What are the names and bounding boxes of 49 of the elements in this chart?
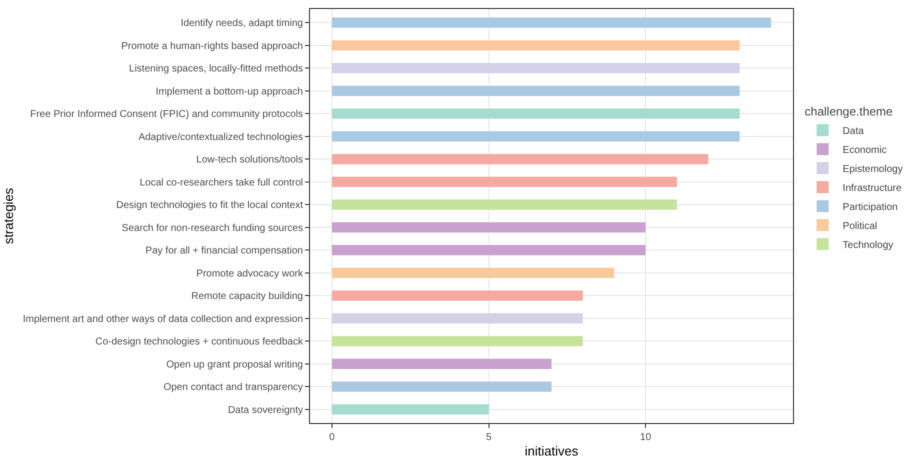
bar xyxy=(332,313,583,324)
y-tick-label: Local co-researchers take full control xyxy=(140,177,303,188)
y-axis-title: strategies xyxy=(0,187,16,244)
y-tick-label: Search for non-research funding sources xyxy=(122,222,303,234)
bar xyxy=(332,176,677,187)
y-tick-label: Promote advocacy work xyxy=(196,268,304,280)
x-tick-label: 10 xyxy=(640,432,652,443)
legend-label: Participation xyxy=(842,202,898,214)
bar xyxy=(332,222,646,232)
legend-label: Data xyxy=(842,126,864,138)
bar xyxy=(332,131,740,142)
y-tick-label: Design technologies to fit the local context xyxy=(116,200,304,212)
bar xyxy=(332,200,677,210)
bar xyxy=(332,404,489,414)
bar xyxy=(332,381,552,392)
y-tick-label: Open up grant proposal writing xyxy=(166,359,303,370)
y-tick-label: Remote capacity building xyxy=(191,291,303,302)
legend-label: Epistemology xyxy=(842,164,903,176)
y-tick-label: Co-design technologies + continuous feedback xyxy=(95,336,304,348)
y-tick-label: Implement a bottom-up approach xyxy=(156,86,303,98)
y-tick-label: Promote a human-rights based approach xyxy=(121,40,303,52)
legend-label: Infrastructure xyxy=(842,183,902,194)
x-tick-label: 0 xyxy=(329,432,336,443)
y-tick-label: Free Prior Informed Consent (FPIC) and community protocols xyxy=(30,109,303,120)
y-tick-label: Pay for all + financial compensation xyxy=(145,246,303,257)
bar xyxy=(332,245,646,256)
y-tick-label: Data sovereignty xyxy=(228,404,303,416)
y-tick-label: Open contact and transparency xyxy=(163,382,303,394)
bar xyxy=(332,86,740,96)
y-tick-label: Implement art and other ways of data collection and expression xyxy=(22,314,303,325)
legend-title: challenge.theme xyxy=(804,104,894,119)
bar xyxy=(332,336,583,346)
bar xyxy=(332,268,614,278)
bar xyxy=(332,358,552,369)
y-tick-label: Low-tech solutions/tools xyxy=(196,154,303,166)
bar xyxy=(332,63,740,74)
legend-label: Economic xyxy=(842,145,887,156)
legend-label: Technology xyxy=(842,240,894,252)
bar xyxy=(332,290,583,301)
x-axis-title: initiatives xyxy=(524,444,579,459)
bar xyxy=(332,108,740,119)
bar xyxy=(332,18,772,28)
bar xyxy=(332,154,708,164)
x-tick-label: 5 xyxy=(486,432,492,443)
y-tick-label: Identify needs, adapt timing xyxy=(180,18,303,30)
y-tick-label: Listening spaces, locally-fitted methods xyxy=(129,64,303,75)
bar xyxy=(332,40,740,51)
legend-label: Political xyxy=(842,221,878,232)
y-tick-label: Adaptive/contextualized technologies xyxy=(138,132,303,143)
